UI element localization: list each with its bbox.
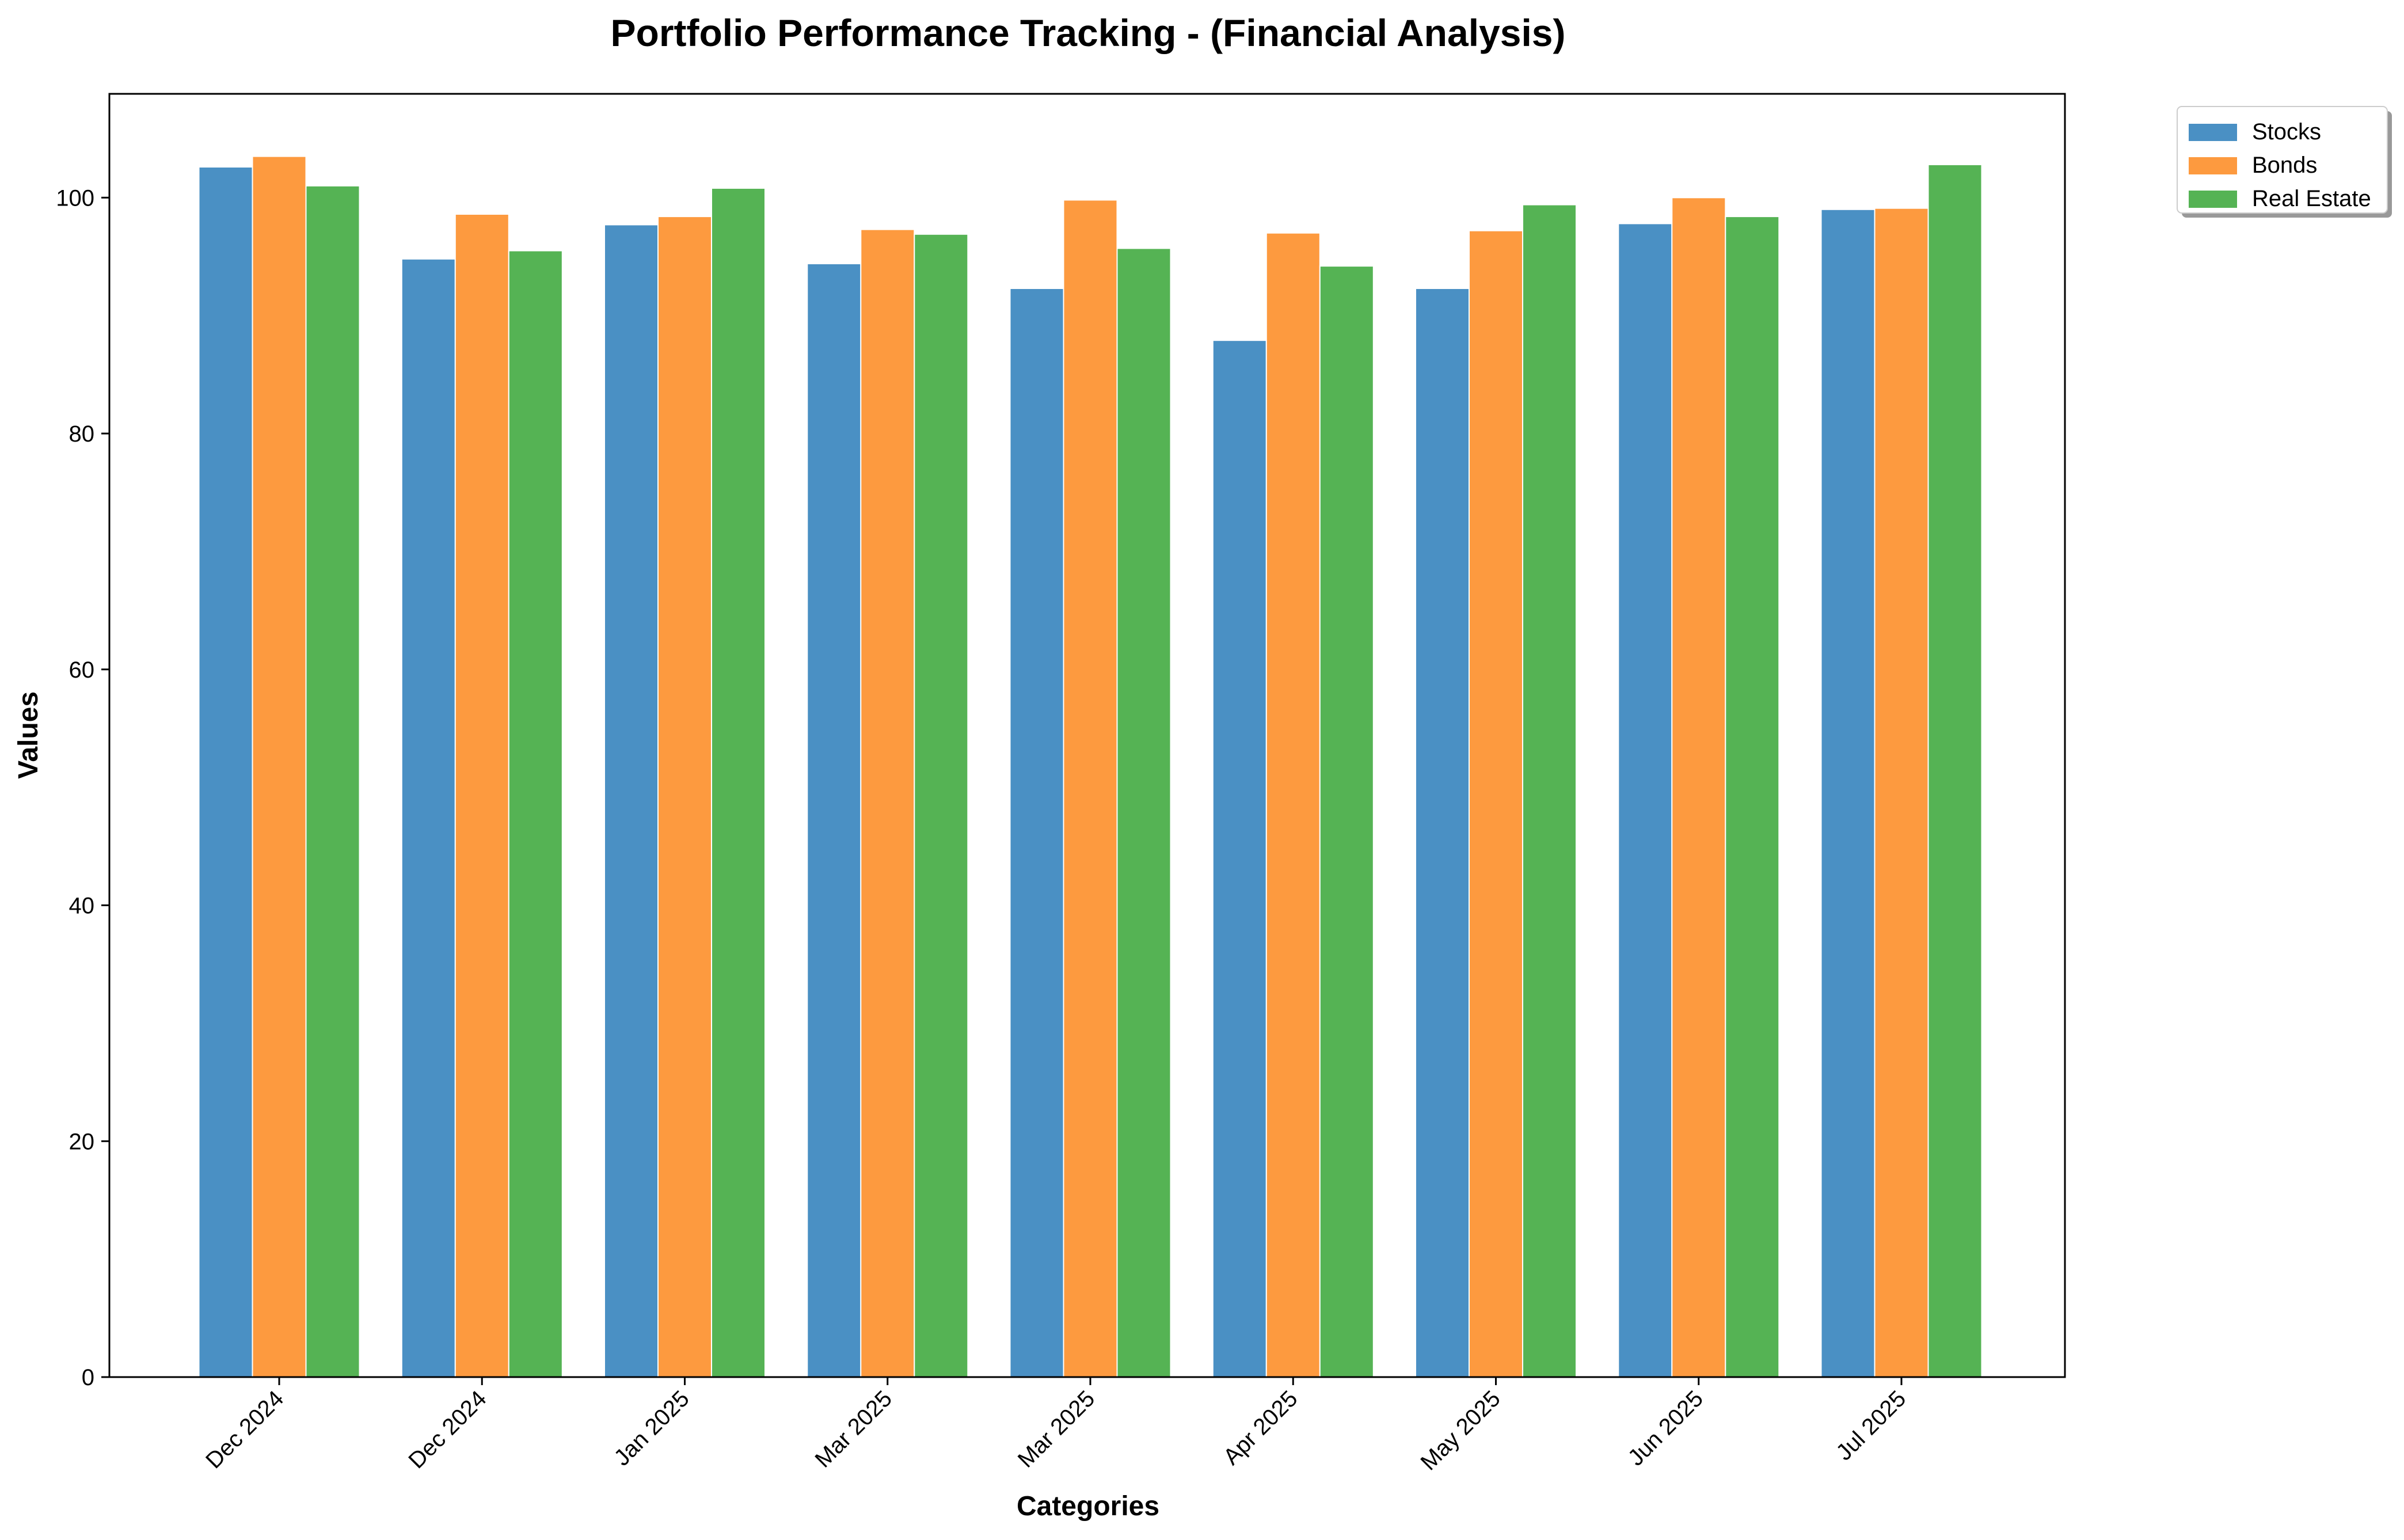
bar-real-estate-1 bbox=[508, 250, 563, 1378]
legend-swatch bbox=[2189, 124, 2237, 141]
y-tick-label: 100 bbox=[56, 185, 94, 211]
chart-title: Portfolio Performance Tracking - (Financ… bbox=[611, 12, 1566, 54]
bar-real-estate-0 bbox=[305, 185, 360, 1378]
legend-label: Stocks bbox=[2252, 119, 2321, 145]
bar-stocks-1 bbox=[401, 258, 456, 1378]
bar-bonds-5 bbox=[1265, 232, 1321, 1378]
bar-bonds-0 bbox=[252, 155, 307, 1378]
legend: Stocks Bonds Real Estate bbox=[2177, 106, 2392, 218]
y-axis: 0 20 40 60 80 100 bbox=[56, 185, 109, 1390]
bar-stocks-2 bbox=[604, 224, 659, 1378]
bar-stocks-0 bbox=[198, 166, 253, 1378]
y-tick-label: 60 bbox=[69, 657, 95, 683]
bar-real-estate-6 bbox=[1522, 204, 1577, 1378]
bar-stocks-5 bbox=[1212, 340, 1267, 1378]
bar-stocks-4 bbox=[1009, 288, 1064, 1378]
bar-bonds-2 bbox=[657, 216, 712, 1378]
bar-stocks-3 bbox=[807, 263, 862, 1378]
bar-real-estate-3 bbox=[914, 233, 969, 1378]
bar-real-estate-7 bbox=[1725, 216, 1780, 1378]
y-tick-label: 20 bbox=[69, 1129, 95, 1154]
plot-frame bbox=[108, 93, 2066, 1378]
bar-stocks-7 bbox=[1618, 223, 1673, 1378]
bar-stocks-6 bbox=[1415, 288, 1470, 1378]
bar-bonds-4 bbox=[1063, 199, 1118, 1378]
legend-swatch bbox=[2189, 191, 2237, 208]
legend-swatch bbox=[2189, 157, 2237, 174]
bar-bonds-8 bbox=[1874, 207, 1929, 1378]
y-tick-label: 80 bbox=[69, 421, 95, 447]
bar-real-estate-5 bbox=[1319, 265, 1374, 1378]
bar-bonds-3 bbox=[860, 229, 915, 1378]
bar-real-estate-2 bbox=[711, 187, 766, 1378]
bar-bonds-6 bbox=[1469, 230, 1523, 1378]
y-tick-label: 0 bbox=[82, 1365, 94, 1390]
legend-label: Bonds bbox=[2252, 153, 2317, 178]
bar-bonds-1 bbox=[454, 214, 509, 1378]
legend-label: Real Estate bbox=[2252, 186, 2371, 211]
bar-real-estate-8 bbox=[1927, 163, 1983, 1378]
bar-stocks-8 bbox=[1820, 208, 1876, 1378]
x-axis-label: Categories bbox=[1017, 1491, 1159, 1522]
y-tick-label: 40 bbox=[69, 893, 95, 919]
bar-bonds-7 bbox=[1671, 197, 1726, 1378]
plot-area bbox=[198, 155, 1983, 1378]
y-axis-label: Values bbox=[13, 691, 44, 779]
bar-real-estate-4 bbox=[1116, 248, 1171, 1378]
